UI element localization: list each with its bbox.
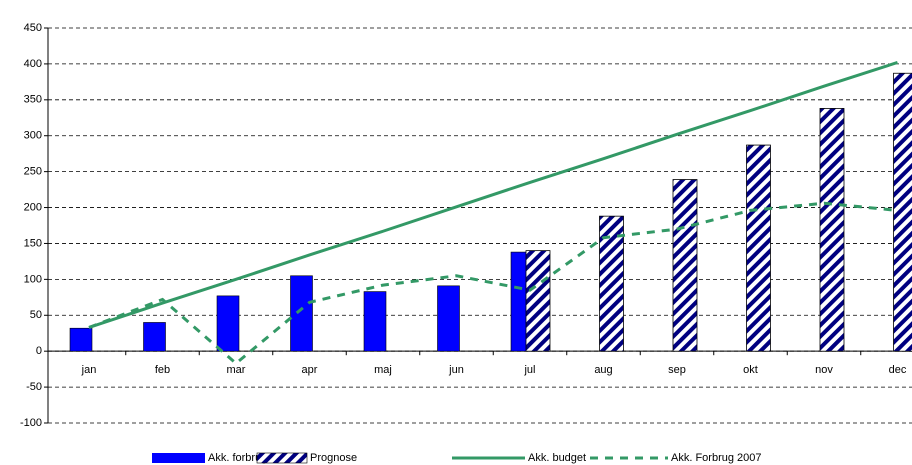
x-tick-label: apr bbox=[302, 364, 318, 376]
x-tick-label: jun bbox=[448, 364, 464, 376]
y-tick-label: 0 bbox=[36, 345, 42, 357]
legend-swatch bbox=[152, 453, 205, 463]
y-tick-label: 450 bbox=[24, 22, 42, 34]
y-tick-label: 300 bbox=[24, 130, 42, 142]
bar bbox=[69, 327, 93, 352]
x-tick-label: nov bbox=[815, 364, 833, 376]
x-tick-label: feb bbox=[155, 364, 170, 376]
y-tick-label: 250 bbox=[24, 166, 42, 178]
line bbox=[88, 201, 898, 366]
bar bbox=[819, 108, 845, 352]
bar bbox=[363, 291, 387, 352]
x-tick-label: jul bbox=[523, 364, 535, 376]
legend-label: Akk. Forbrug 2007 bbox=[671, 452, 762, 464]
x-tick-label: aug bbox=[594, 364, 612, 376]
y-tick-label: -50 bbox=[26, 381, 42, 393]
y-tick-label: 400 bbox=[24, 58, 42, 70]
y-tick-label: 100 bbox=[24, 273, 42, 285]
line bbox=[88, 61, 898, 329]
bar bbox=[525, 250, 551, 352]
legend-swatch bbox=[256, 452, 308, 464]
y-tick-label: 200 bbox=[24, 201, 42, 213]
x-tick-label: jan bbox=[81, 364, 97, 376]
y-tick-label: 350 bbox=[24, 94, 42, 106]
bar bbox=[216, 295, 240, 352]
legend-label: Akk. budget bbox=[528, 452, 586, 464]
y-tick-label: 150 bbox=[24, 237, 42, 249]
x-tick-label: maj bbox=[374, 364, 392, 376]
x-tick-label: sep bbox=[668, 364, 686, 376]
bar bbox=[290, 275, 313, 352]
y-tick-label: 50 bbox=[30, 309, 42, 321]
bar bbox=[437, 285, 460, 352]
x-tick-label: mar bbox=[227, 364, 246, 376]
x-tick-label: okt bbox=[743, 364, 758, 376]
bar bbox=[672, 179, 698, 352]
x-tick-label: dec bbox=[889, 364, 907, 376]
legend-label: Akk. forbrug bbox=[208, 452, 267, 464]
y-tick-label: -100 bbox=[20, 417, 42, 429]
bar bbox=[893, 72, 912, 352]
legend-label: Prognose bbox=[310, 452, 357, 464]
bar bbox=[143, 322, 166, 352]
bar bbox=[746, 144, 771, 352]
